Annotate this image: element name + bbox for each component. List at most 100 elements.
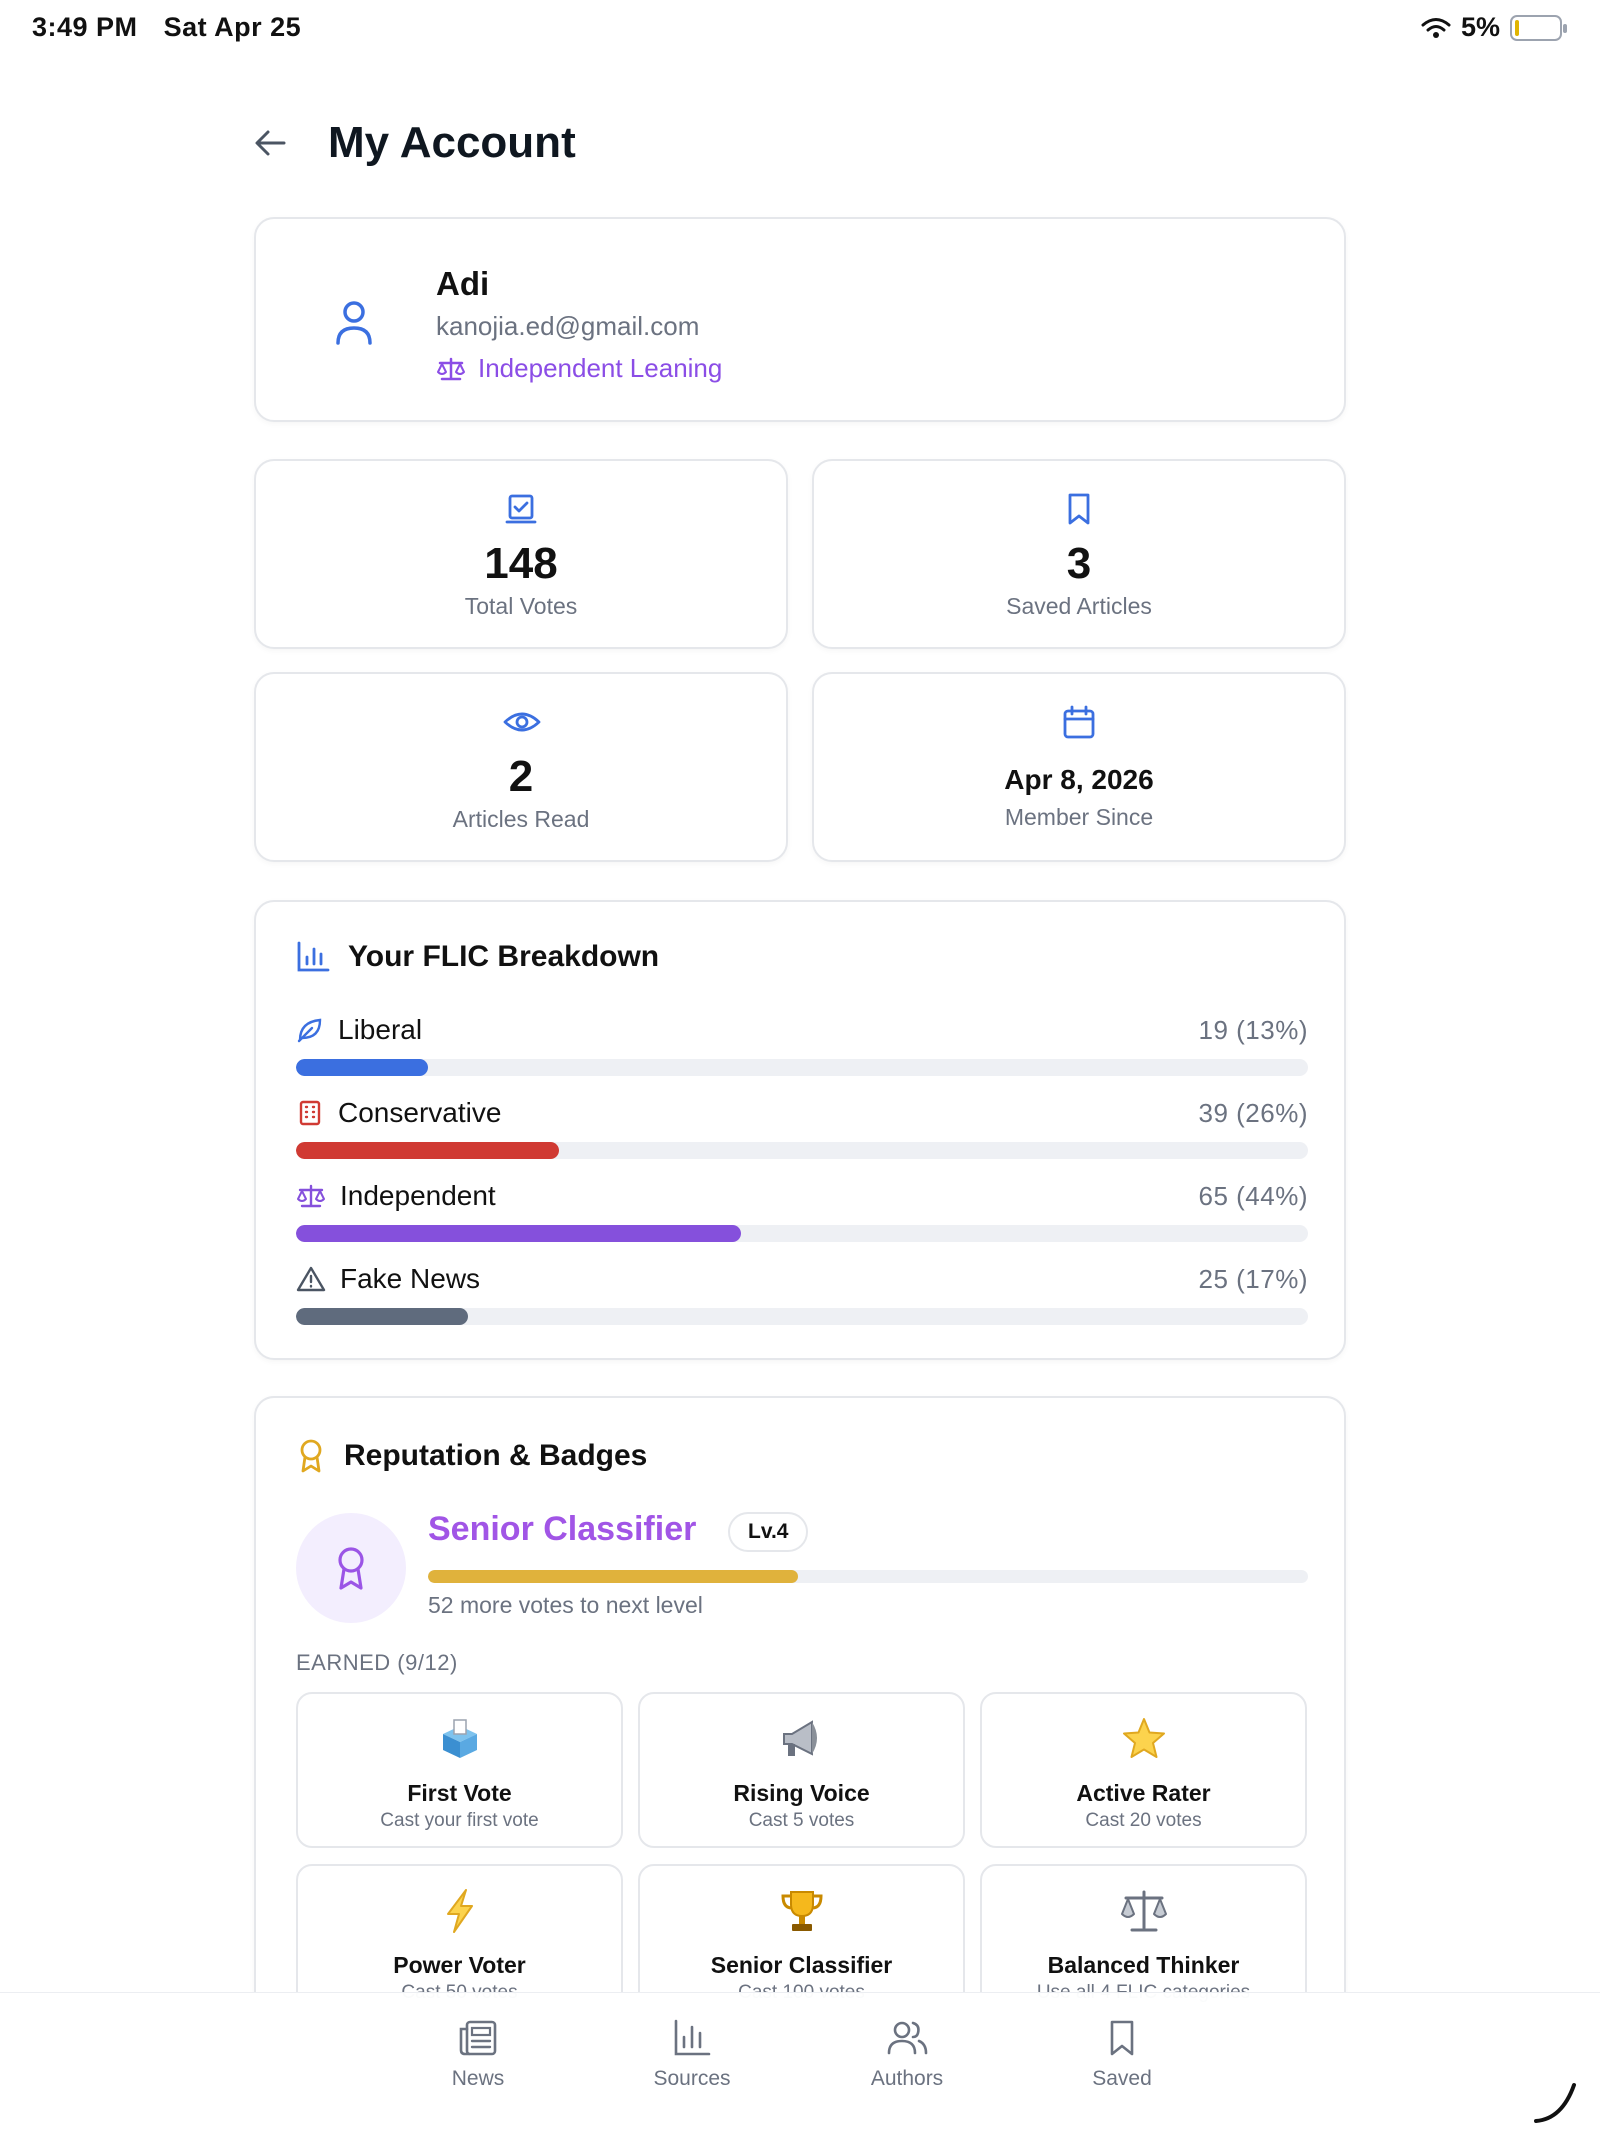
- user-icon: [328, 297, 380, 349]
- wifi-icon: [1421, 17, 1451, 38]
- scale-icon: [297, 1184, 325, 1208]
- next-level-text: 52 more votes to next level: [428, 1592, 703, 1618]
- breakdown-row-liberal: Liberal 19 (13%): [296, 1013, 1308, 1083]
- badge-name: Balanced Thinker: [1047, 1952, 1240, 1978]
- level-name: Senior Classifier: [428, 1510, 697, 1548]
- tab-label: Sources: [653, 2067, 731, 2090]
- stat-label: Saved Articles: [1006, 593, 1152, 619]
- warning-icon: [296, 1266, 326, 1292]
- newspaper-icon: [457, 2017, 499, 2059]
- stat-value: 148: [484, 539, 558, 588]
- breakdown-row-conservative: Conservative 39 (26%): [296, 1096, 1308, 1166]
- tab-saved[interactable]: Saved: [1042, 2017, 1202, 2091]
- earned-label: EARNED (9/12): [296, 1650, 458, 1675]
- badge-active-rater[interactable]: Active Rater Cast 20 votes: [980, 1692, 1307, 1848]
- megaphone-icon: [640, 1716, 963, 1762]
- reputation-title-text: Reputation & Badges: [344, 1439, 648, 1472]
- breakdown-label: Independent: [340, 1180, 496, 1211]
- badge-desc: Cast 20 votes: [1085, 1810, 1202, 1831]
- bottom-tab-bar: News Sources Authors Saved: [0, 1992, 1600, 2133]
- tab-label: Saved: [1092, 2067, 1152, 2090]
- breakdown-progress-fill: [296, 1059, 428, 1076]
- badge-name: Rising Voice: [733, 1780, 870, 1806]
- breakdown-count: 39 (26%): [1198, 1097, 1308, 1128]
- leaning-label: Independent Leaning: [478, 353, 723, 383]
- bookmark-icon: [1101, 2017, 1143, 2059]
- reputation-title: Reputation & Badges: [296, 1438, 647, 1474]
- balance-scale-icon: [982, 1888, 1305, 1934]
- breakdown-row-fake-news: Fake News 25 (17%): [296, 1262, 1308, 1332]
- badge-first-vote[interactable]: First Vote Cast your first vote: [296, 1692, 623, 1848]
- calendar-icon: [1061, 704, 1097, 740]
- badge-rising-voice[interactable]: Rising Voice Cast 5 votes: [638, 1692, 965, 1848]
- breakdown-count: 25 (17%): [1198, 1263, 1308, 1294]
- page-header: My Account: [254, 118, 576, 168]
- profile-email: kanojia.ed@gmail.com: [436, 311, 700, 341]
- level-pill: Lv.4: [728, 1512, 809, 1552]
- breakdown-progress-fill: [296, 1225, 742, 1242]
- tab-label: News: [451, 2067, 505, 2090]
- level-progress-track: [428, 1570, 1308, 1583]
- breakdown-title-text: Your FLIC Breakdown: [348, 940, 660, 973]
- tab-sources[interactable]: Sources: [612, 2017, 772, 2091]
- tab-news[interactable]: News: [398, 2017, 558, 2091]
- badge-desc: Cast your first vote: [380, 1810, 539, 1831]
- award-icon: [338, 1547, 364, 1590]
- breakdown-progress-track: [296, 1308, 1308, 1325]
- profile-card: Adi kanojia.ed@gmail.com Independent Lea…: [254, 217, 1346, 422]
- star-icon: [982, 1716, 1305, 1762]
- bookmark-icon: [1061, 491, 1097, 527]
- breakdown-row-independent: Independent 65 (44%): [296, 1179, 1308, 1249]
- badge-desc: Cast 5 votes: [748, 1810, 855, 1831]
- tab-authors[interactable]: Authors: [827, 2017, 987, 2091]
- ballot-box-icon: [298, 1716, 621, 1762]
- battery-percent: 5%: [1460, 12, 1500, 42]
- badge-name: Senior Classifier: [710, 1952, 893, 1978]
- stat-label: Articles Read: [452, 806, 590, 832]
- leaf-icon: [297, 1018, 322, 1043]
- stat-value: 3: [1066, 539, 1092, 588]
- status-time: 3:49 PM: [32, 12, 138, 42]
- breakdown-count: 19 (13%): [1198, 1014, 1308, 1045]
- eye-icon: [503, 704, 541, 740]
- breakdown-progress-fill: [296, 1142, 560, 1159]
- page-title: My Account: [328, 118, 576, 167]
- level-progress-fill: [428, 1570, 798, 1583]
- users-icon: [886, 2017, 928, 2059]
- vote-check-icon: [503, 491, 539, 527]
- leaning-badge: Independent Leaning: [436, 353, 722, 384]
- bar-chart-icon: [671, 2017, 713, 2059]
- bar-chart-icon: [297, 941, 330, 972]
- back-arrow-icon[interactable]: [254, 125, 290, 161]
- breakdown-progress-track: [296, 1142, 1308, 1159]
- breakdown-progress-fill: [296, 1308, 469, 1325]
- breakdown-count: 65 (44%): [1198, 1180, 1308, 1211]
- scale-icon: [437, 357, 465, 380]
- stat-saved-articles: 3 Saved Articles: [812, 459, 1346, 649]
- stat-label: Member Since: [1004, 804, 1154, 830]
- stat-value: Apr 8, 2026: [1004, 764, 1154, 795]
- breakdown-progress-track: [296, 1225, 1308, 1242]
- breakdown-title: Your FLIC Breakdown: [296, 940, 659, 974]
- badge-name: Active Rater: [1076, 1780, 1211, 1806]
- status-bar: 3:49 PM Sat Apr 25 5%: [0, 0, 1600, 60]
- breakdown-label: Conservative: [338, 1097, 502, 1128]
- stat-total-votes: 148 Total Votes: [254, 459, 788, 649]
- battery-icon: [1510, 14, 1567, 41]
- award-icon: [300, 1439, 322, 1473]
- breakdown-label: Liberal: [338, 1014, 423, 1045]
- lightning-icon: [298, 1888, 621, 1934]
- tab-label: Authors: [870, 2067, 944, 2090]
- badge-name: First Vote: [407, 1780, 512, 1806]
- profile-name: Adi: [436, 265, 490, 302]
- stat-label: Total Votes: [464, 593, 578, 619]
- stat-articles-read: 2 Articles Read: [254, 672, 788, 862]
- breakdown-label: Fake News: [340, 1263, 481, 1294]
- level-badge-avatar: [296, 1513, 406, 1623]
- status-date: Sat Apr 25: [163, 12, 302, 42]
- home-indicator: [1534, 2083, 1576, 2123]
- stat-value: 2: [508, 752, 534, 801]
- building-icon: [299, 1100, 321, 1126]
- flic-breakdown-card: Your FLIC Breakdown Liberal 19 (13%): [254, 900, 1346, 1360]
- breakdown-progress-track: [296, 1059, 1308, 1076]
